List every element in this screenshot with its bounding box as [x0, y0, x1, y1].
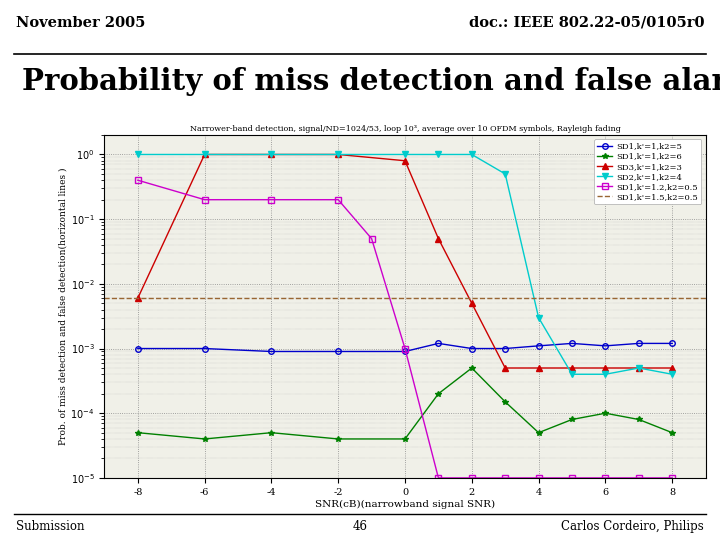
Text: Probability of miss detection and false alarm: Probability of miss detection and false …: [22, 67, 720, 96]
SD1,k'=1,k2=6: [601, 410, 610, 416]
SD3,k'=1,k2=3: [200, 151, 209, 158]
Text: doc.: IEEE 802.22-05/0105r0: doc.: IEEE 802.22-05/0105r0: [469, 16, 704, 30]
SD2,k'=1,k2=4: [133, 151, 142, 158]
SD2,k'=1,k2=4: [334, 151, 343, 158]
SD3,k'=1,k2=3: [567, 364, 576, 371]
SD1,k'=1,k2=5: [434, 340, 443, 347]
Line: SD1,k'=1.2,k2=0.5: SD1,k'=1.2,k2=0.5: [135, 178, 675, 481]
SD2,k'=1,k2=4: [534, 314, 543, 321]
SD1,k'=1,k2=6: [200, 436, 209, 442]
Text: November 2005: November 2005: [16, 16, 145, 30]
SD3,k'=1,k2=3: [467, 300, 476, 307]
SD2,k'=1,k2=4: [467, 151, 476, 158]
SD1,k'=1,k2=5: [634, 340, 643, 347]
SD1,k'=1,k2=6: [567, 416, 576, 423]
SD3,k'=1,k2=3: [501, 364, 510, 371]
SD3,k'=1,k2=3: [634, 364, 643, 371]
SD1,k'=1.2,k2=0.5: [501, 475, 510, 481]
Legend: SD1,k'=1,k2=5, SD1,k'=1,k2=6, SD3,k'=1,k2=3, SD2,k'=1,k2=4, SD1,k'=1.2,k2=0.5, S: SD1,k'=1,k2=5, SD1,k'=1,k2=6, SD3,k'=1,k…: [594, 139, 701, 204]
SD1,k'=1,k2=6: [267, 429, 276, 436]
Text: Submission: Submission: [16, 520, 84, 533]
SD1,k'=1,k2=6: [133, 429, 142, 436]
SD1,k'=1,k2=5: [668, 340, 677, 347]
SD2,k'=1,k2=4: [601, 371, 610, 377]
Line: SD2,k'=1,k2=4: SD2,k'=1,k2=4: [135, 152, 675, 377]
SD2,k'=1,k2=4: [434, 151, 443, 158]
SD1,k'=1,k2=6: [467, 364, 476, 371]
SD3,k'=1,k2=3: [334, 151, 343, 158]
SD1,k'=1,k2=5: [467, 345, 476, 352]
SD1,k'=1.2,k2=0.5: [267, 197, 276, 203]
SD3,k'=1,k2=3: [267, 151, 276, 158]
SD1,k'=1,k2=5: [334, 348, 343, 355]
SD1,k'=1.2,k2=0.5: [200, 197, 209, 203]
SD1,k'=1.2,k2=0.5: [668, 475, 677, 481]
SD1,k'=1,k2=5: [567, 340, 576, 347]
SD1,k'=1,k2=6: [334, 436, 343, 442]
SD1,k'=1.2,k2=0.5: [334, 197, 343, 203]
Text: 46: 46: [353, 520, 367, 533]
SD1,k'=1.2,k2=0.5: [133, 177, 142, 184]
Title: Narrower-band detection, signal/ND=1024/53, loop 10³, average over 10 OFDM symbo: Narrower-band detection, signal/ND=1024/…: [189, 125, 621, 133]
SD1,k'=1.2,k2=0.5: [400, 345, 409, 352]
SD3,k'=1,k2=3: [400, 158, 409, 164]
SD2,k'=1,k2=4: [567, 371, 576, 377]
SD1,k'=1,k2=5: [200, 345, 209, 352]
SD2,k'=1,k2=4: [501, 171, 510, 177]
SD1,k'=1,k2=5: [601, 342, 610, 349]
SD2,k'=1,k2=4: [200, 151, 209, 158]
SD3,k'=1,k2=3: [534, 364, 543, 371]
SD1,k'=1.2,k2=0.5: [534, 475, 543, 481]
SD1,k'=1.2,k2=0.5: [567, 475, 576, 481]
SD1,k'=1,k2=6: [501, 399, 510, 405]
X-axis label: SNR(cB)(narrowband signal SNR): SNR(cB)(narrowband signal SNR): [315, 500, 495, 509]
SD2,k'=1,k2=4: [668, 371, 677, 377]
SD2,k'=1,k2=4: [400, 151, 409, 158]
SD1,k'=1,k2=5: [534, 342, 543, 349]
SD1,k'=1.2,k2=0.5: [634, 475, 643, 481]
SD1,k'=1.2,k2=0.5: [367, 235, 376, 242]
SD3,k'=1,k2=3: [434, 235, 443, 242]
SD2,k'=1,k2=4: [267, 151, 276, 158]
SD2,k'=1,k2=4: [634, 364, 643, 371]
SD1,k'=1,k2=5: [267, 348, 276, 355]
Line: SD1,k'=1,k2=6: SD1,k'=1,k2=6: [135, 365, 675, 442]
SD3,k'=1,k2=3: [601, 364, 610, 371]
SD3,k'=1,k2=3: [133, 295, 142, 301]
SD1,k'=1,k2=5: [501, 345, 510, 352]
SD1,k'=1.2,k2=0.5: [601, 475, 610, 481]
Y-axis label: Prob. of miss detection and false detection(horizontal lines ): Prob. of miss detection and false detect…: [59, 168, 68, 445]
SD1,k'=1,k2=6: [534, 429, 543, 436]
SD1,k'=1,k2=6: [434, 390, 443, 397]
SD1,k'=1,k2=6: [634, 416, 643, 423]
SD1,k'=1.2,k2=0.5: [467, 475, 476, 481]
SD1,k'=1,k2=6: [400, 436, 409, 442]
Text: Carlos Cordeiro, Philips: Carlos Cordeiro, Philips: [562, 520, 704, 533]
SD1,k'=1,k2=6: [668, 429, 677, 436]
Line: SD3,k'=1,k2=3: SD3,k'=1,k2=3: [135, 152, 675, 371]
SD1,k'=1,k2=5: [133, 345, 142, 352]
SD1,k'=1,k2=5: [400, 348, 409, 355]
SD1,k'=1.2,k2=0.5: [434, 475, 443, 481]
Line: SD1,k'=1,k2=5: SD1,k'=1,k2=5: [135, 341, 675, 354]
SD3,k'=1,k2=3: [668, 364, 677, 371]
